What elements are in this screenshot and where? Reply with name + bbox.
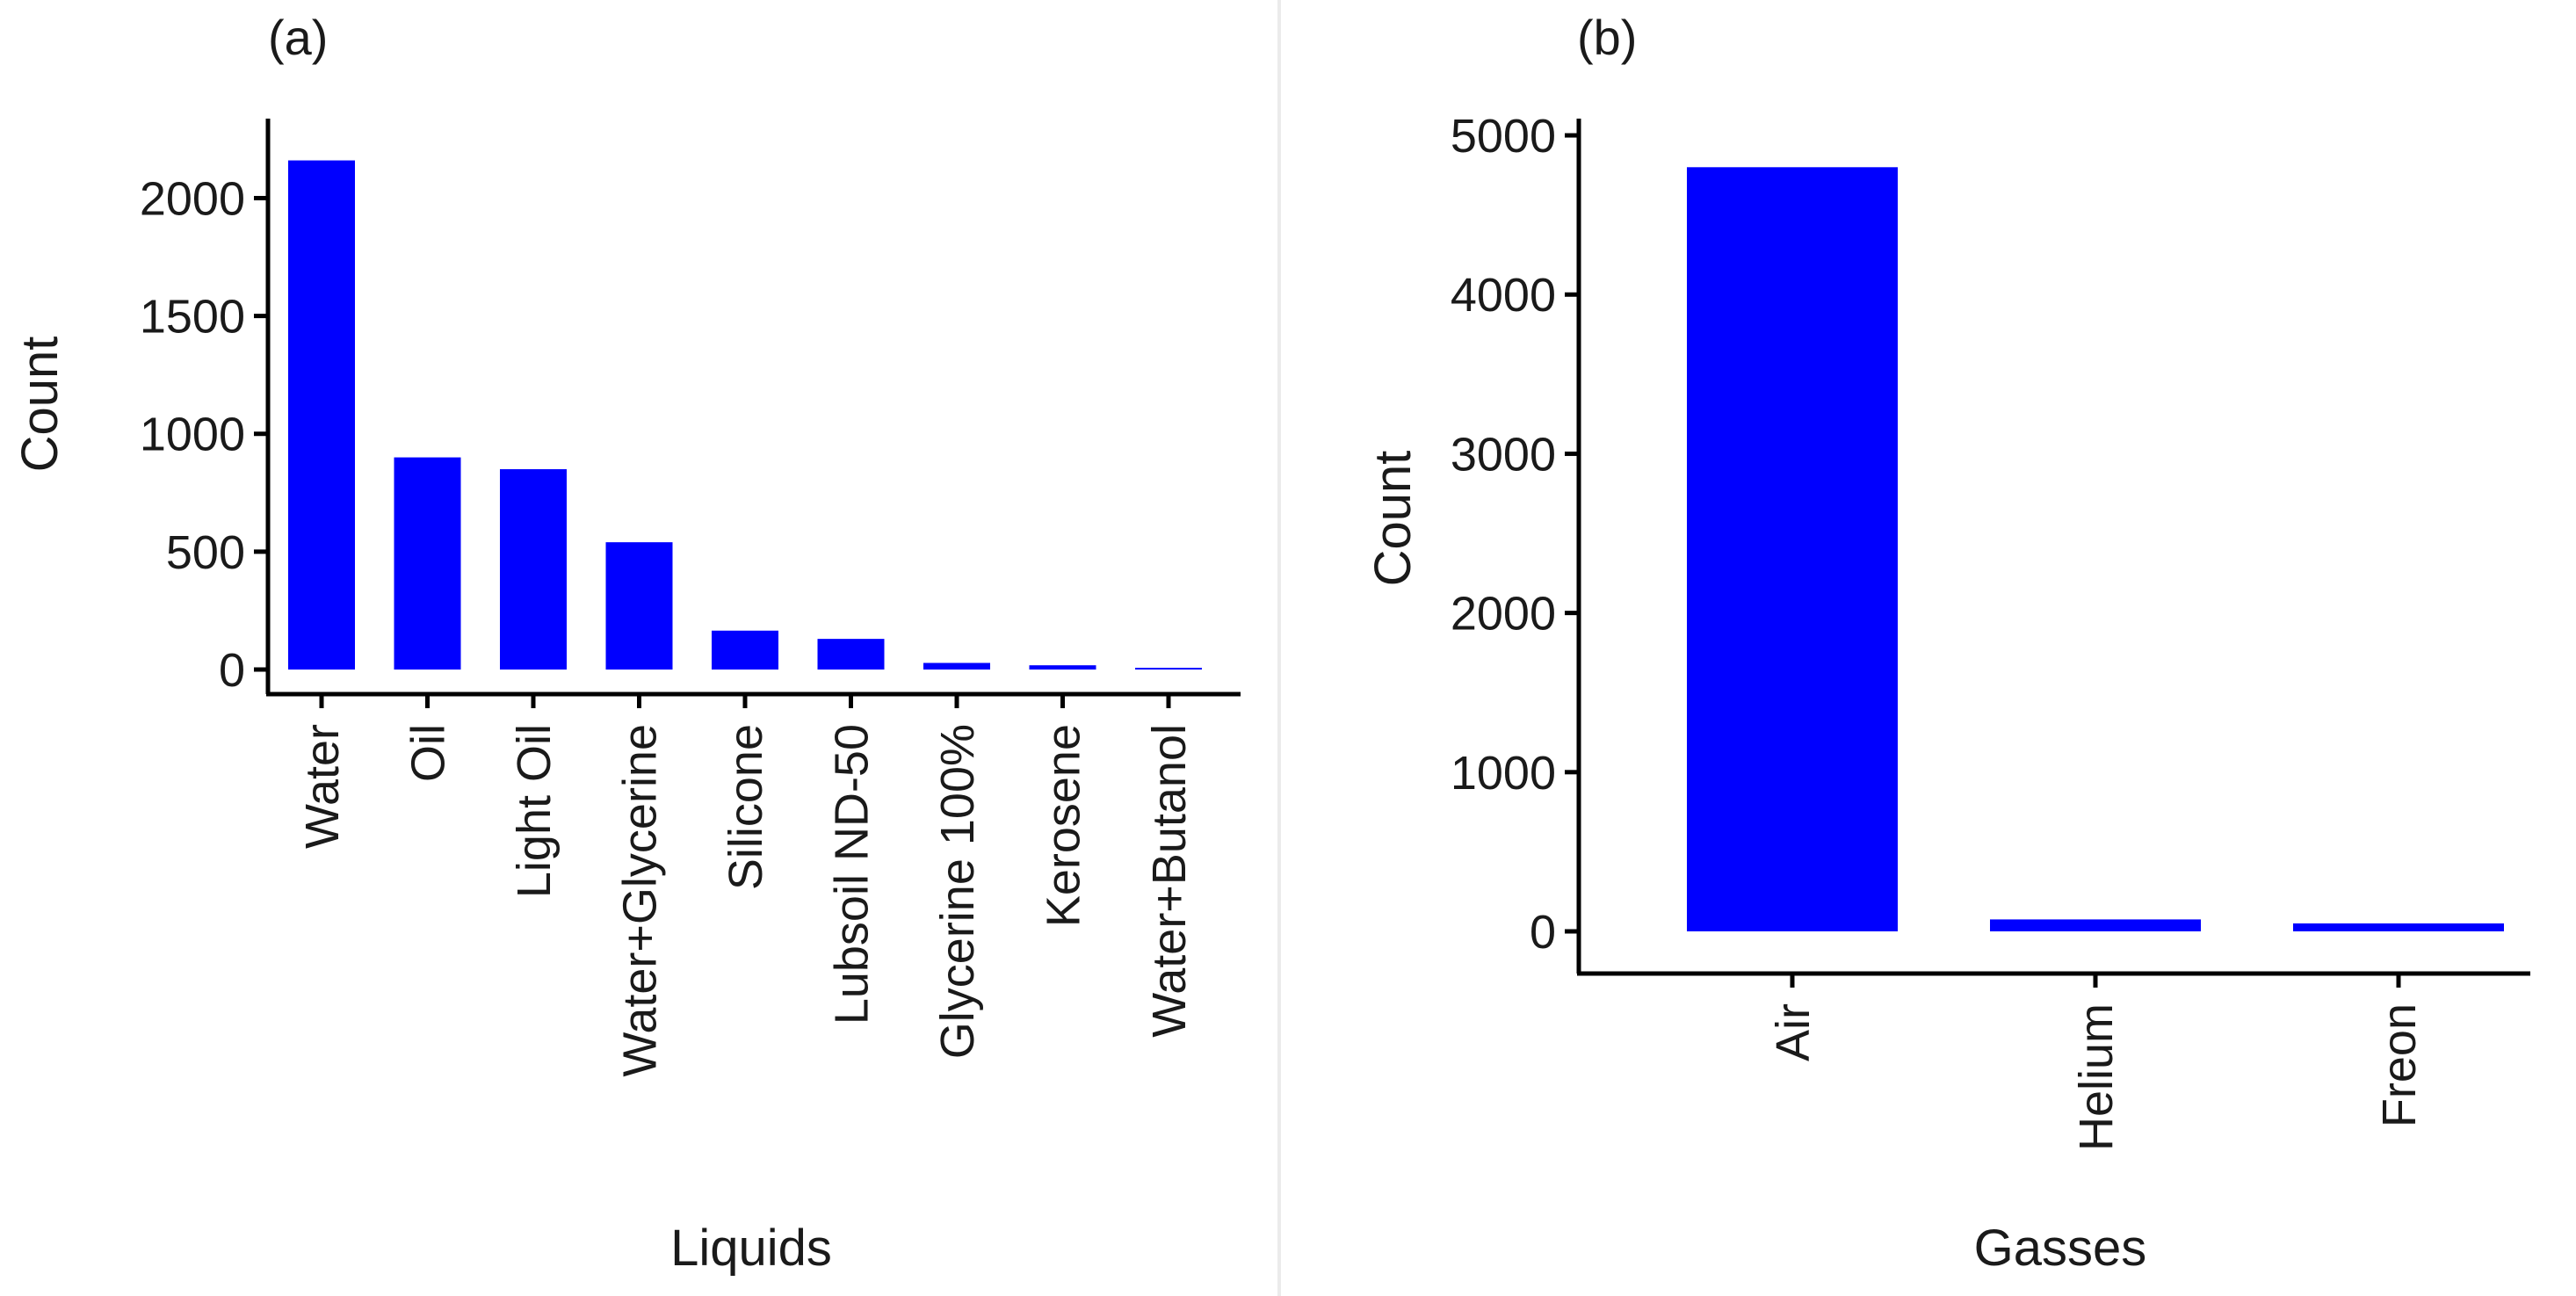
x-tick-label-helium: Helium (2070, 1003, 2123, 1151)
x-tick-label-air: Air (1767, 1003, 1820, 1061)
x-tick-label-silicone: Silicone (720, 724, 772, 890)
bars (1687, 167, 2504, 932)
bar-oil (394, 457, 461, 670)
y-tick-label: 0 (219, 644, 245, 697)
x-tick-label-lubsoil-nd-50: Lubsoil ND-50 (826, 724, 879, 1024)
x-ticks: Air Helium Freon (1767, 974, 2426, 1151)
panel-label: (a) (268, 10, 328, 65)
y-axis-title: Count (1364, 451, 1422, 587)
y-tick-label: 2000 (140, 172, 245, 225)
y-tick-label: 5000 (1451, 110, 1556, 163)
x-ticks: Water Oil Light Oil Water+Glycerine Silicone… (296, 694, 1196, 1077)
x-tick-label-kerosene: Kerosene (1038, 724, 1090, 927)
bar-silicone (712, 630, 778, 670)
bar-helium (1990, 919, 2201, 931)
y-tick-label: 0 (1530, 906, 1556, 959)
x-axis-title: Liquids (670, 1220, 832, 1277)
y-tick-label: 4000 (1451, 269, 1556, 322)
y-tick-label: 1500 (140, 291, 245, 344)
y-ticks: 0 500 1000 1500 2000 (140, 172, 268, 697)
x-tick-label-water: Water (296, 724, 349, 849)
bar-air (1687, 167, 1898, 932)
bar-glycerine-100 (923, 662, 990, 670)
x-tick-label-glycerine-100: Glycerine 100% (931, 724, 984, 1059)
x-tick-label-water-glycerine: Water+Glycerine (614, 724, 667, 1077)
panel-label: (b) (1577, 10, 1637, 65)
y-tick-label: 1000 (1451, 747, 1556, 800)
x-tick-label-light-oil: Light Oil (508, 724, 561, 898)
x-tick-label-water-butanol: Water+Butanol (1143, 724, 1196, 1038)
x-tick-label-freon: Freon (2373, 1003, 2426, 1127)
bar-water-butanol (1135, 668, 1202, 670)
y-tick-label: 3000 (1451, 428, 1556, 481)
y-tick-label: 1000 (140, 409, 245, 461)
bar-water-glycerine (605, 542, 673, 670)
bar-kerosene (1029, 665, 1096, 670)
x-axis-title: Gasses (1974, 1220, 2147, 1277)
bar-freon (2293, 923, 2504, 931)
y-ticks: 0 1000 2000 3000 4000 5000 (1451, 110, 1579, 959)
bars (288, 160, 1202, 670)
chart-panel-b: (b) 0 1000 2000 3000 4000 5000 Air Helium Freon… (1364, 10, 2530, 1277)
bar-light-oil (500, 468, 567, 670)
y-axis-title: Count (11, 337, 69, 473)
x-tick-label-oil: Oil (402, 724, 455, 782)
y-tick-label: 500 (166, 526, 245, 579)
y-tick-label: 2000 (1451, 588, 1556, 641)
bar-lubsoil-nd-50 (817, 639, 885, 670)
bar-water (288, 160, 355, 670)
